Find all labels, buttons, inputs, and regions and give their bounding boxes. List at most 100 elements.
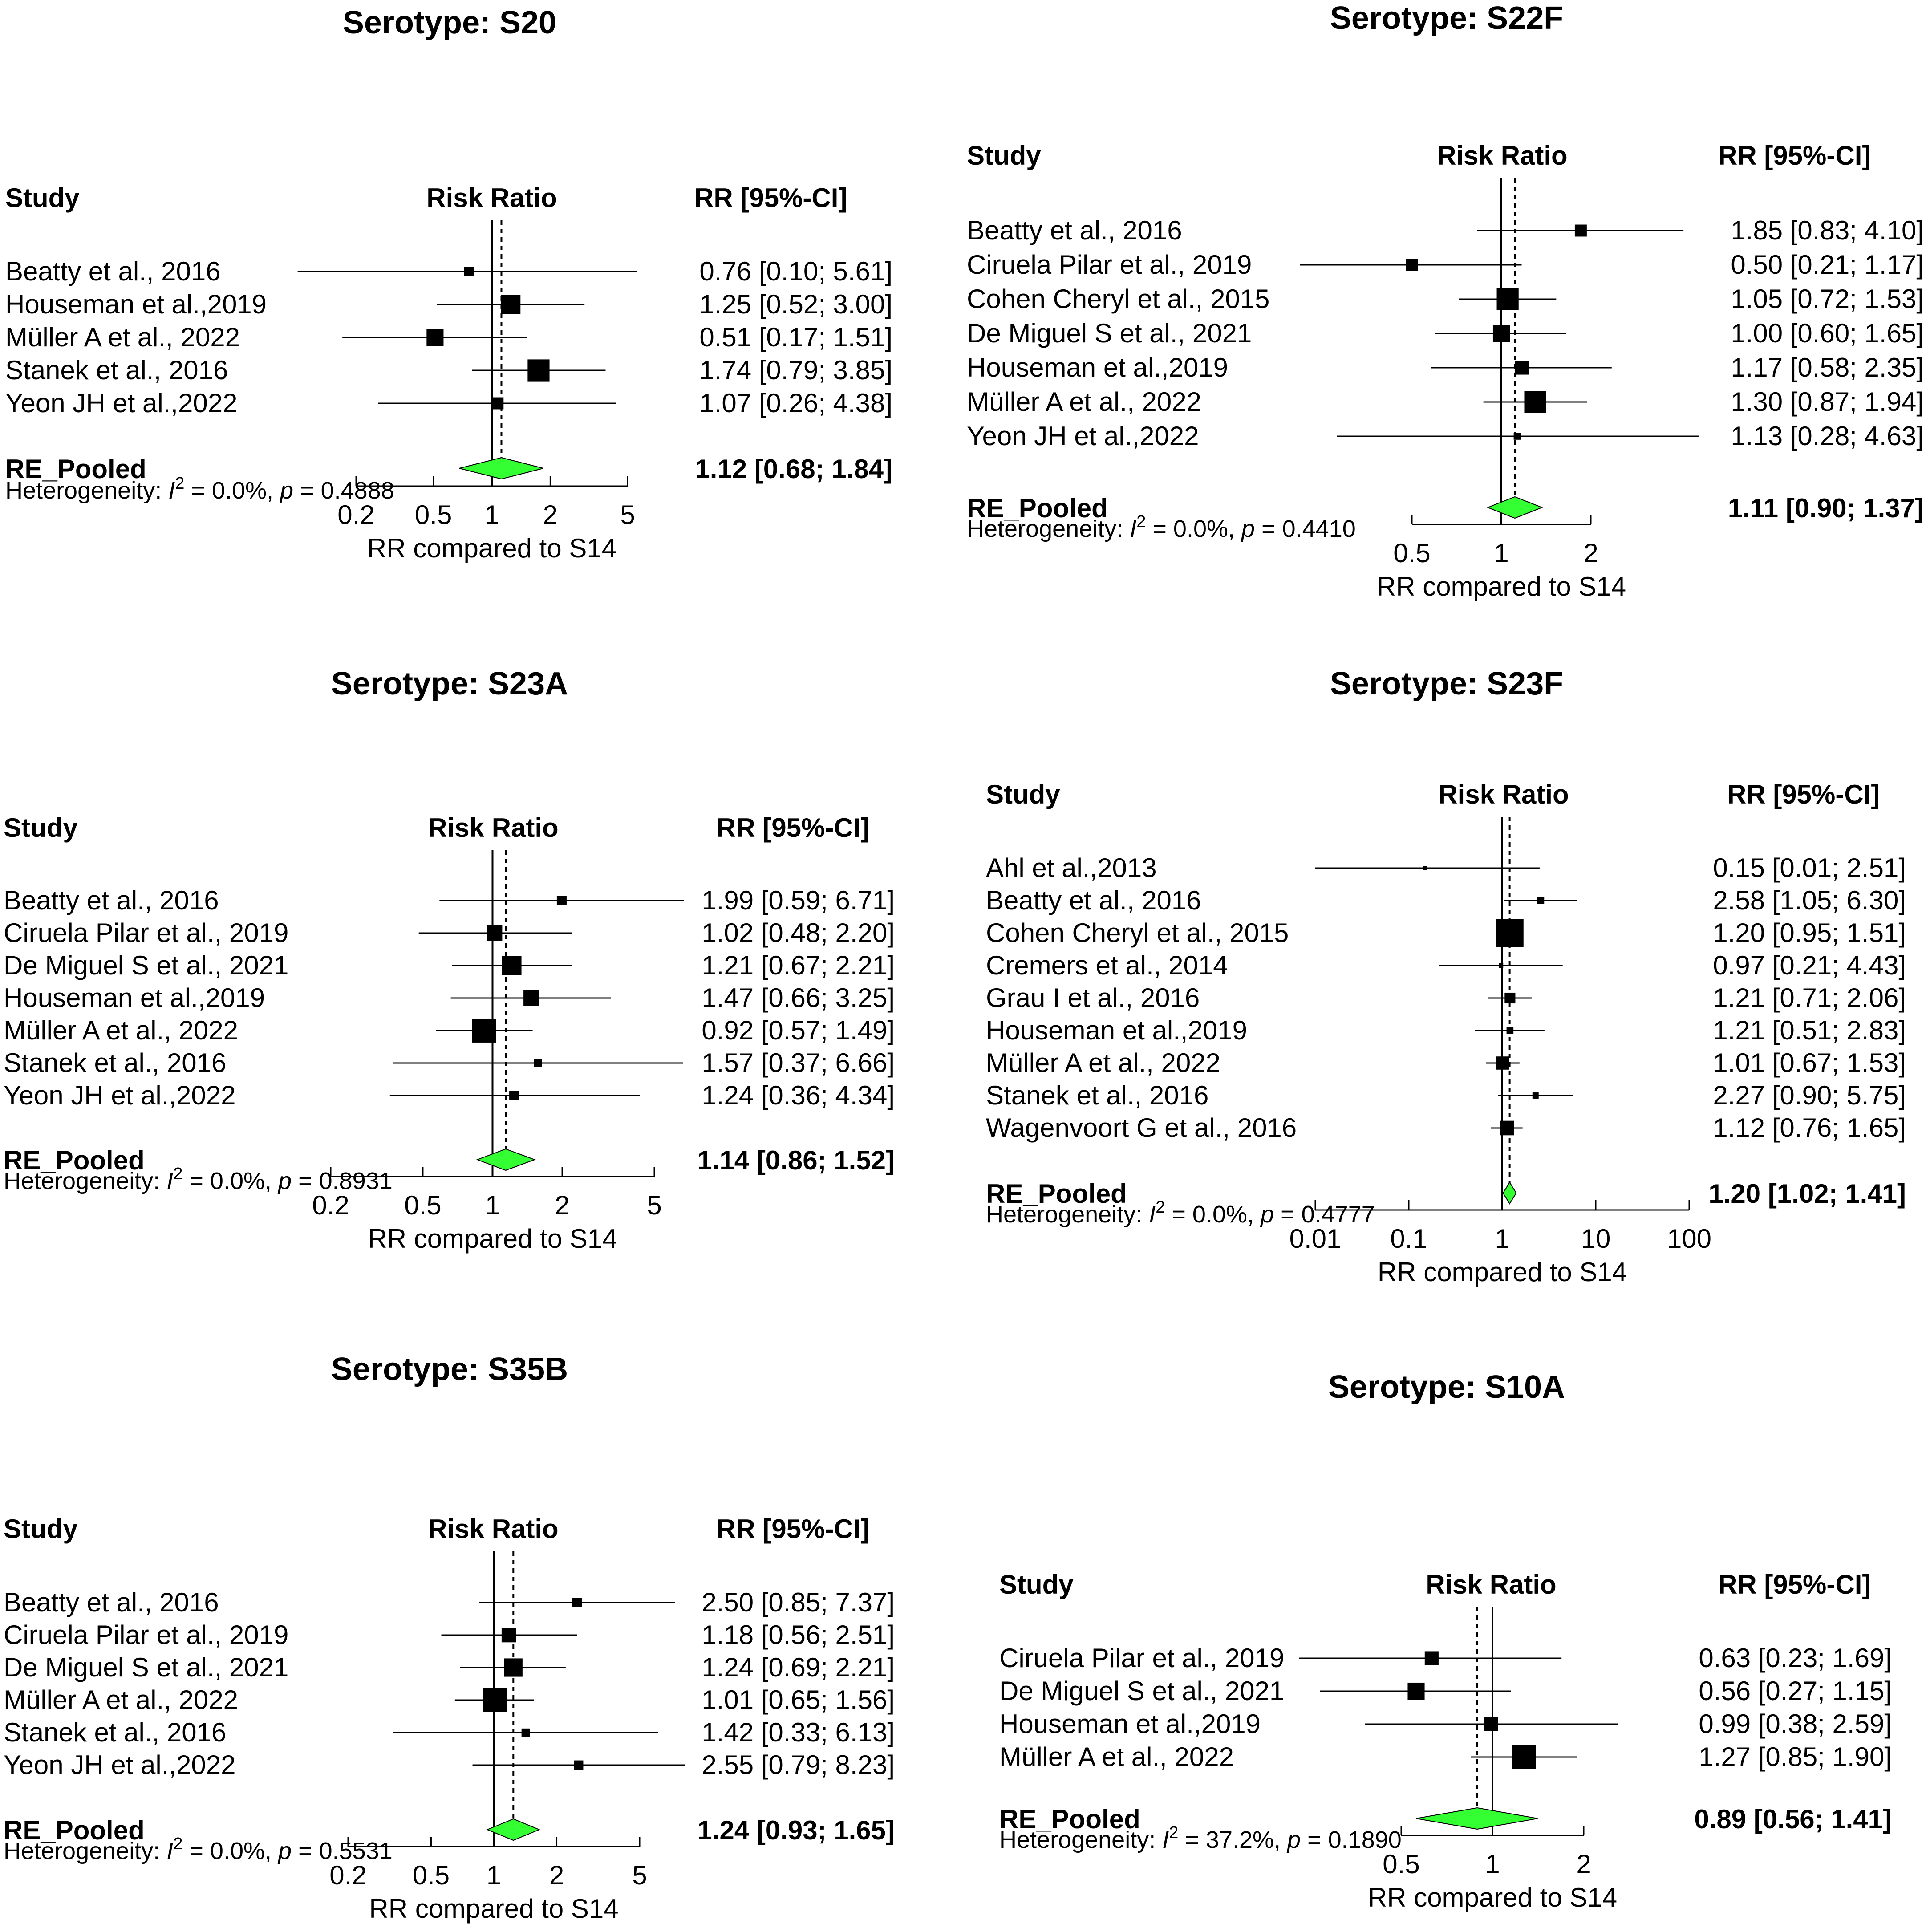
study-header: Study xyxy=(967,141,1041,170)
study-estimate-marker xyxy=(1484,1717,1498,1731)
study-estimate-marker xyxy=(463,267,474,276)
ci-header: RR [95%-CI] xyxy=(694,183,847,213)
x-tick-label: 1 xyxy=(1485,1849,1500,1879)
study-ci-text: 0.56 [0.27; 1.15] xyxy=(1699,1676,1892,1706)
pooled-diamond xyxy=(486,1818,541,1841)
x-tick-label: 1 xyxy=(485,1190,500,1220)
study-estimate-marker xyxy=(1407,1682,1425,1700)
study-ci-text: 0.97 [0.21; 4.43] xyxy=(1713,950,1906,980)
study-name: Stanek et al., 2016 xyxy=(986,1080,1208,1110)
study-estimate-marker xyxy=(1537,897,1545,904)
study-ci-text: 1.12 [0.76; 1.65] xyxy=(1713,1113,1906,1143)
study-name: De Miguel S et al., 2021 xyxy=(999,1676,1284,1706)
pooled-diamond xyxy=(1486,496,1544,519)
panel-title: Serotype: S35B xyxy=(331,1352,568,1387)
heterogeneity-text: Heterogeneity: I2 = 0.0%, p = 0.4410 xyxy=(967,512,1356,542)
study-ci-text: 2.58 [1.05; 6.30] xyxy=(1713,885,1906,915)
study-ci-text: 1.17 [0.58; 2.35] xyxy=(1731,353,1924,382)
study-estimate-marker xyxy=(1512,1745,1536,1769)
study-name: Müller A et al., 2022 xyxy=(5,322,240,352)
study-name: Grau I et al., 2016 xyxy=(986,983,1200,1013)
study-ci-text: 0.92 [0.57; 1.49] xyxy=(701,1015,895,1045)
study-estimate-marker xyxy=(1496,919,1524,947)
x-tick-label: 1 xyxy=(484,500,499,530)
study-ci-text: 0.51 [0.17; 1.51] xyxy=(699,322,892,352)
study-name: Beatty et al., 2016 xyxy=(4,885,219,915)
x-tick-label: 2 xyxy=(555,1190,569,1220)
study-name: Müller A et al., 2022 xyxy=(4,1685,238,1715)
x-tick-label: 0.2 xyxy=(312,1190,349,1220)
study-name: Yeon JH et al.,2022 xyxy=(4,1750,236,1780)
study-estimate-marker xyxy=(1513,433,1521,440)
study-ci-text: 1.30 [0.87; 1.94] xyxy=(1731,387,1924,417)
study-header: Study xyxy=(999,1570,1074,1599)
study-name: Ciruela Pilar et al., 2019 xyxy=(4,918,288,948)
study-header: Study xyxy=(4,1514,78,1544)
panel-title: Serotype: S23F xyxy=(1330,666,1563,702)
ci-header: RR [95%-CI] xyxy=(717,1514,869,1544)
study-name: Müller A et al., 2022 xyxy=(999,1742,1234,1772)
pooled-ci-text: 1.20 [1.02; 1.41] xyxy=(1708,1179,1906,1209)
x-tick-label: 2 xyxy=(543,500,558,530)
study-ci-text: 1.21 [0.67; 2.21] xyxy=(701,950,895,980)
study-name: Wagenvoort G et al., 2016 xyxy=(986,1113,1297,1143)
study-ci-text: 1.85 [0.83; 4.10] xyxy=(1731,215,1924,245)
study-ci-text: 1.02 [0.48; 2.20] xyxy=(701,918,895,948)
study-name: Stanek et al., 2016 xyxy=(4,1717,226,1747)
study-estimate-marker xyxy=(1496,1056,1509,1070)
study-estimate-marker xyxy=(1506,1027,1514,1034)
study-ci-text: 1.42 [0.33; 6.13] xyxy=(701,1717,895,1747)
study-ci-text: 0.63 [0.23; 1.69] xyxy=(1699,1643,1892,1673)
pooled-diamond xyxy=(1502,1181,1517,1205)
pooled-label: RE_Pooled xyxy=(4,1145,145,1175)
pooled-ci-text: 1.11 [0.90; 1.37] xyxy=(1728,493,1924,523)
study-estimate-marker xyxy=(1532,1092,1539,1099)
ci-header: RR [95%-CI] xyxy=(1727,779,1880,809)
study-estimate-marker xyxy=(1492,325,1510,342)
study-estimate-marker xyxy=(523,990,539,1006)
x-tick-label: 0.5 xyxy=(1393,538,1430,568)
study-name: Ciruela Pilar et al., 2019 xyxy=(999,1643,1284,1673)
heterogeneity-text: Heterogeneity: I2 = 0.0%, p = 0.4888 xyxy=(5,474,394,504)
study-ci-text: 1.99 [0.59; 6.71] xyxy=(701,885,895,915)
study-ci-text: 0.99 [0.38; 2.59] xyxy=(1699,1709,1892,1739)
x-tick-label: 2 xyxy=(1576,1849,1591,1879)
pooled-label: RE_Pooled xyxy=(967,493,1108,523)
ci-header: RR [95%-CI] xyxy=(1718,141,1871,170)
x-axis-label: RR compared to S14 xyxy=(1378,1257,1627,1287)
panel-title: Serotype: S22F xyxy=(1330,0,1563,36)
study-ci-text: 0.15 [0.01; 2.51] xyxy=(1713,853,1906,883)
study-ci-text: 1.25 [0.52; 3.00] xyxy=(699,289,892,319)
x-axis-label: RR compared to S14 xyxy=(1377,572,1626,601)
x-axis-label: RR compared to S14 xyxy=(367,533,616,563)
effect-header: Risk Ratio xyxy=(1438,779,1569,809)
heterogeneity-text: Heterogeneity: I2 = 0.0%, p = 0.8931 xyxy=(4,1165,393,1194)
pooled-label: RE_Pooled xyxy=(986,1179,1127,1209)
study-name: Beatty et al., 2016 xyxy=(5,256,221,286)
pooled-diamond xyxy=(459,457,543,480)
x-tick-label: 2 xyxy=(1583,538,1598,568)
study-name: Houseman et al.,2019 xyxy=(967,353,1228,382)
study-ci-text: 1.01 [0.65; 1.56] xyxy=(701,1685,895,1715)
study-name: Houseman et al.,2019 xyxy=(986,1015,1247,1045)
pooled-ci-text: 1.24 [0.93; 1.65] xyxy=(697,1815,895,1845)
ci-header: RR [95%-CI] xyxy=(1718,1570,1871,1599)
study-name: Houseman et al.,2019 xyxy=(999,1709,1261,1739)
x-axis-label: RR compared to S14 xyxy=(368,1224,617,1254)
x-tick-label: 5 xyxy=(620,500,635,530)
study-name: Müller A et al., 2022 xyxy=(4,1015,238,1045)
study-name: Yeon JH et al.,2022 xyxy=(4,1080,236,1110)
x-tick-label: 5 xyxy=(647,1190,661,1220)
pooled-ci-text: 0.89 [0.56; 1.41] xyxy=(1694,1804,1892,1834)
x-tick-label: 0.2 xyxy=(337,500,374,530)
heterogeneity-text: Heterogeneity: I2 = 0.0%, p = 0.4777 xyxy=(986,1198,1375,1228)
study-ci-text: 1.74 [0.79; 3.85] xyxy=(699,355,892,385)
x-tick-label: 0.1 xyxy=(1390,1224,1427,1254)
x-axis-label: RR compared to S14 xyxy=(369,1894,618,1924)
effect-header: Risk Ratio xyxy=(426,183,557,213)
x-tick-label: 1 xyxy=(1495,1224,1509,1254)
study-estimate-marker xyxy=(1500,1120,1514,1136)
study-estimate-marker xyxy=(556,896,567,905)
study-ci-text: 1.21 [0.51; 2.83] xyxy=(1713,1015,1906,1045)
